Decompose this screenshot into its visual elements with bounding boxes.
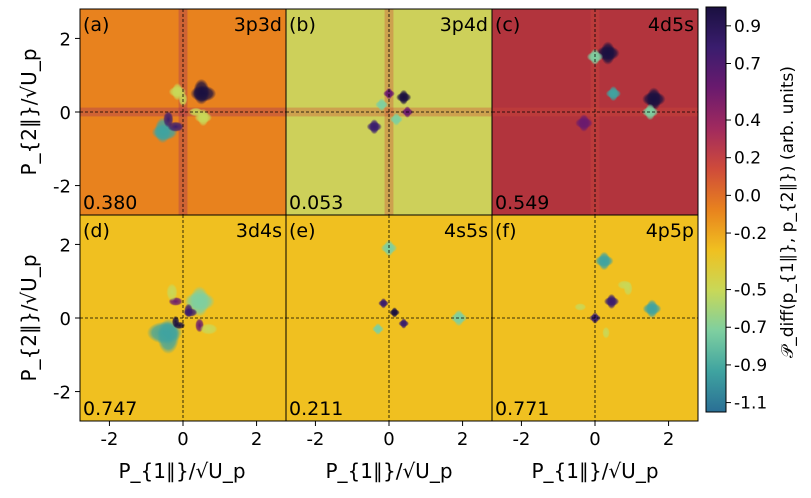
colorbar-tick-label: 0.9: [734, 17, 761, 37]
panel-3d4s: (d) 3d4s 0.747 -2 0 2 2 0 -2: [53, 214, 287, 450]
panel-channel-label: 4p5p: [646, 220, 694, 242]
feature-blob-mirror: [157, 318, 180, 355]
feature-blob-mirror: [374, 323, 382, 335]
panel-id-label: (d): [83, 220, 110, 242]
ylabel-top: P_{2∥}/√U_p: [17, 48, 41, 175]
xlabel-middle: P_{1∥}/√U_p: [325, 459, 452, 483]
x-tick-label: -2: [100, 429, 118, 450]
panel-id-label: (b): [289, 14, 316, 36]
y-tick-label: 2: [60, 29, 71, 50]
y-tick-label: -2: [53, 177, 71, 198]
colorbar-tick-label: -0.9: [734, 356, 767, 376]
panel-id-label: (e): [289, 220, 316, 242]
panel-channel-label: 3d4s: [236, 220, 282, 242]
panel-channel-label: 3p3d: [234, 14, 282, 36]
feature-blob-mirror: [400, 318, 408, 329]
panel-value-label: 0.771: [495, 398, 549, 420]
panel-value-label: 0.053: [289, 192, 343, 214]
colorbar-gradient: [705, 6, 727, 413]
feature-blob-mirror: [171, 315, 180, 328]
feature-blob-mirror: [623, 281, 633, 296]
y-tick-label: -2: [53, 383, 71, 404]
feature-blob-mirror: [184, 303, 193, 318]
colorbar-tick-label: -0.5: [734, 281, 767, 301]
colorbar: 0.9 0.7 0.4 0.2 0.0 -0.2 -0.5 -0.7 -0.9 -1.1: [705, 6, 767, 414]
panel-4p5p: (f) 4p5p 0.771 -2 0 2: [491, 214, 699, 450]
x-tick-label: 2: [457, 429, 468, 450]
feature-blob: [383, 89, 395, 98]
panel-4d5s: (c) 4d5s 0.549: [491, 8, 699, 216]
feature-blob-mirror: [608, 85, 619, 102]
ylabel-bottom: P_{2∥}/√U_p: [17, 254, 41, 381]
panel-id-label: (f): [495, 220, 517, 242]
xlabel-right: P_{1∥}/√U_p: [531, 459, 658, 483]
feature-blob-mirror: [645, 103, 656, 121]
feature-blob: [199, 323, 218, 335]
panel-value-label: 0.747: [83, 398, 137, 420]
y-tick-label: 0: [60, 309, 71, 330]
panel-3p4d: (b) 3p4d 0.053: [285, 8, 493, 216]
feature-blob-mirror: [600, 41, 616, 65]
x-tick-label: -2: [512, 429, 530, 450]
x-tick-label: 0: [383, 429, 394, 450]
feature-blob-mirror: [578, 114, 590, 132]
feature-blob-mirror: [606, 293, 617, 310]
x-tick-label: 0: [589, 429, 600, 450]
panel-id-label: (a): [83, 14, 109, 36]
axes-labels-group: P_{2∥}/√U_p P_{2∥}/√U_p P_{1∥}/√U_p P_{1…: [17, 48, 659, 483]
panel-4s5s: (e) 4s5s 0.211 -2 0 2: [285, 214, 493, 450]
panel-channel-label: 3p4d: [440, 14, 488, 36]
panels-group: (a) 3p3d 0.380 2 0 -2 (b) 3p4d 0.053 (c) 4d5s 0.549…: [53, 8, 699, 450]
feature-blob: [375, 100, 389, 109]
y-tick-label: 2: [60, 235, 71, 256]
panel-value-label: 0.211: [289, 398, 343, 420]
panel-value-label: 0.549: [495, 192, 549, 214]
feature-blob-mirror: [383, 239, 395, 257]
colorbar-tick-label: 0.7: [734, 55, 761, 75]
feature-blob-mirror: [598, 251, 611, 271]
x-tick-label: 2: [251, 429, 262, 450]
panel-id-label: (c): [495, 14, 520, 36]
panel-channel-label: 4d5s: [648, 14, 694, 36]
y-tick-label: 0: [60, 103, 71, 124]
feature-blob-mirror: [398, 89, 409, 105]
feature-blob-mirror: [392, 112, 401, 126]
x-tick-label: 2: [663, 429, 674, 450]
panel-3p3d: (a) 3p3d 0.380 2 0 -2: [53, 8, 287, 216]
colorbar-tick-label: -1.1: [734, 394, 767, 414]
feature-blob-mirror: [602, 326, 610, 339]
colorbar-tick-label: -0.7: [734, 318, 767, 338]
colorbar-tick-label: 0.4: [734, 111, 761, 131]
x-tick-label: -2: [306, 429, 324, 450]
feature-blob-mirror: [163, 111, 174, 128]
colorbar-tick-label: 0.2: [734, 149, 761, 169]
x-tick-label: 0: [177, 429, 188, 450]
feature-blob: [378, 299, 389, 307]
panel-channel-label: 4s5s: [444, 220, 488, 242]
feature-blob: [642, 91, 666, 107]
panel-value-label: 0.380: [83, 192, 137, 214]
feature-blob-mirror: [166, 283, 178, 302]
colorbar-tick-label: -0.2: [734, 224, 767, 244]
feature-blob-mirror: [369, 119, 380, 135]
colorbar-label: 𝒫_diff(p_{1∥}, p_{2∥}) (arb. units): [778, 66, 798, 358]
feature-blob: [574, 303, 587, 311]
colorbar-tick-label: 0.0: [734, 186, 761, 206]
feature-blob: [642, 302, 662, 315]
xlabel-left: P_{1∥}/√U_p: [118, 459, 245, 483]
feature-blob-mirror: [391, 307, 398, 318]
feature-blob-mirror: [193, 78, 210, 105]
